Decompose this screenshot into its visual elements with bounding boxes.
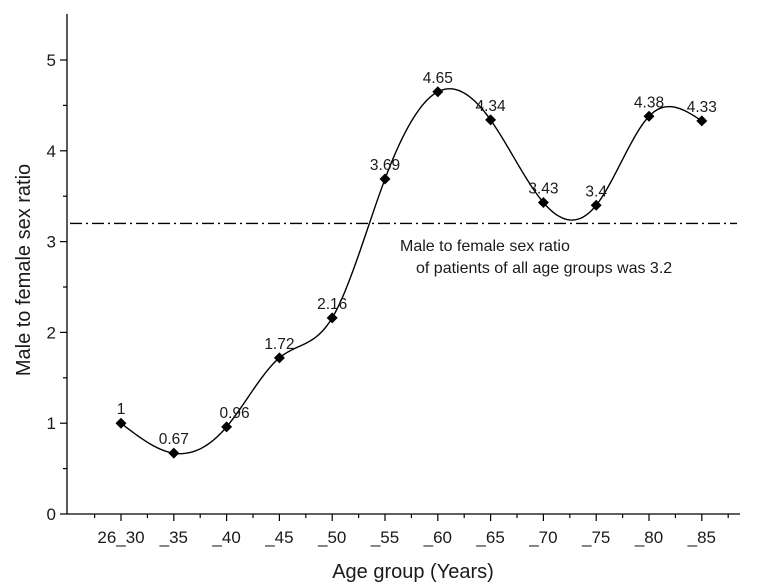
data-label: 4.38: [634, 94, 664, 111]
x-tick-label: _65: [475, 528, 504, 547]
data-point-_45: [273, 352, 285, 364]
data-label: 3.43: [528, 181, 558, 198]
x-tick-label: _80: [634, 528, 663, 547]
x-tick-label: _40: [211, 528, 240, 547]
data-label: 1.72: [264, 336, 294, 353]
data-label: 4.34: [476, 98, 507, 115]
data-label: 3.4: [585, 183, 607, 200]
data-point-_60: [432, 86, 444, 98]
data-point-_80: [643, 110, 655, 122]
reference-annotation-line-1: Male to female sex ratio: [400, 238, 570, 255]
y-axis-title: Male to female sex ratio: [13, 164, 35, 376]
data-point-_65: [485, 114, 497, 126]
data-label: 2.16: [317, 296, 347, 313]
data-label: 4.65: [423, 70, 453, 87]
x-tick-label: _45: [264, 528, 293, 547]
data-point-_50: [326, 312, 338, 324]
data-points: [115, 86, 708, 459]
data-point-_55: [379, 173, 391, 185]
reference-annotation-line-2: of patients of all age groups was 3.2: [416, 260, 672, 277]
x-tick-label: _70: [528, 528, 557, 547]
x-tick-label: _35: [159, 528, 188, 547]
trend-curve-group: [120, 88, 703, 455]
data-point-26_30: [115, 417, 127, 429]
data-label: 0.96: [220, 405, 250, 422]
data-labels: 1 0.67 0.96 1.72 2.16 3.69 4.65 4.34 3.43 3.4 4.38…: [117, 70, 717, 448]
data-point-_75: [590, 199, 602, 211]
x-tick-label: _60: [423, 528, 452, 547]
data-point-_70: [537, 197, 549, 209]
x-tick-label: _55: [370, 528, 399, 547]
data-label: 3.69: [370, 157, 400, 174]
data-point-_35: [168, 447, 180, 459]
y-tick-label: 4: [47, 142, 56, 161]
y-tick-label: 0: [47, 505, 56, 524]
x-tick-label: 26_30: [97, 528, 144, 547]
y-tick-label: 2: [47, 323, 56, 342]
y-tick-label: 1: [47, 414, 56, 433]
trend-curve: [120, 88, 703, 455]
x-tick-label: _85: [687, 528, 716, 547]
data-point-_85: [696, 115, 708, 127]
x-tick-label: _75: [581, 528, 610, 547]
x-axis-title: Age group (Years): [332, 561, 494, 583]
x-tick-label: _50: [317, 528, 346, 547]
y-tick-label: 3: [47, 233, 56, 252]
data-point-_40: [221, 421, 233, 433]
axes: 0 1 2 3 4 5 26_30 _35 _40 _45 _50 _55 _60 _65 _70 _75 _8…: [47, 14, 740, 547]
data-label: 4.33: [687, 99, 717, 116]
y-tick-label: 5: [47, 51, 56, 70]
data-label: 1: [117, 401, 126, 418]
data-label: 0.67: [159, 431, 189, 448]
